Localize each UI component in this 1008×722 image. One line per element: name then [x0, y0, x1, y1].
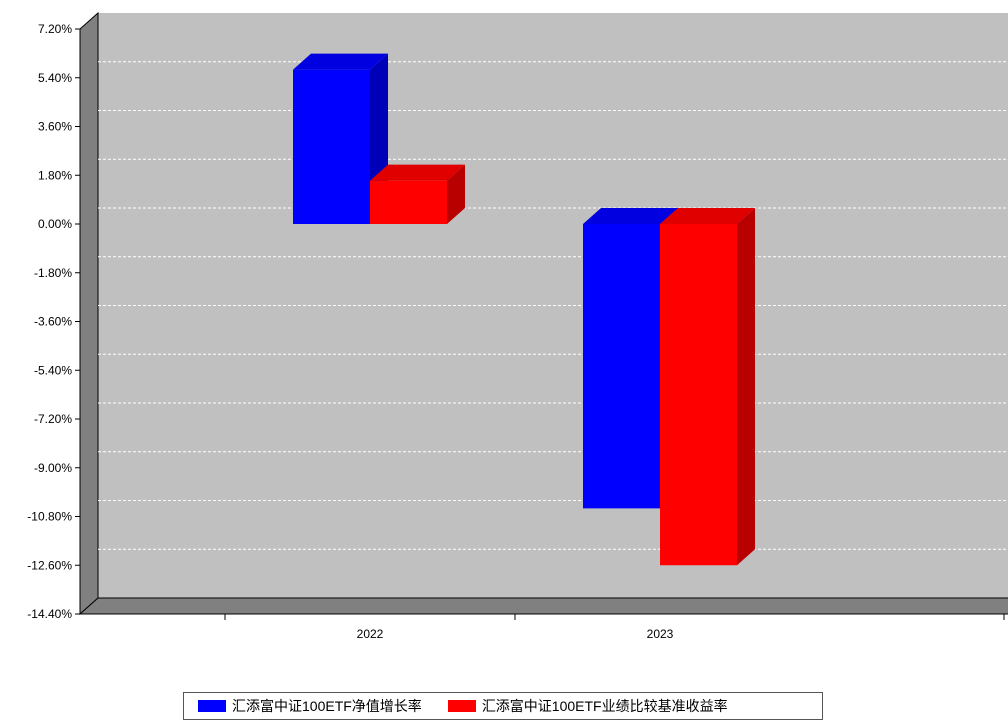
bar-front — [293, 69, 370, 224]
bar-front — [660, 224, 737, 566]
y-tick-label: -12.60% — [27, 558, 72, 572]
bar-front — [583, 224, 660, 509]
x-tick-label: 2022 — [357, 627, 384, 641]
bar-side — [737, 208, 755, 566]
legend: 汇添富中证100ETF净值增长率 汇添富中证100ETF业绩比较基准收益率 — [183, 692, 823, 720]
legend-item-benchmark: 汇添富中证100ETF业绩比较基准收益率 — [447, 696, 728, 716]
legend-swatch-benchmark — [447, 700, 476, 712]
y-tick-label: -14.40% — [27, 607, 72, 621]
y-tick-label: -3.60% — [34, 315, 72, 329]
plot-floor — [78, 597, 1008, 615]
bar — [370, 164, 465, 224]
bar-top — [370, 164, 465, 181]
bar-top — [293, 53, 388, 70]
legend-swatch-nav — [198, 700, 226, 712]
legend-label-nav: 汇添富中证100ETF净值增长率 — [232, 698, 422, 714]
y-tick-label: -7.20% — [34, 412, 72, 426]
y-tick-label: 0.00% — [38, 217, 72, 231]
y-tick-label: 7.20% — [38, 22, 72, 36]
y-tick-label: -5.40% — [34, 363, 72, 377]
legend-item-nav: 汇添富中证100ETF净值增长率 — [198, 696, 422, 716]
y-tick-label: 5.40% — [38, 71, 72, 85]
y-tick-label: -10.80% — [27, 510, 72, 524]
y-tick-label: 1.80% — [38, 168, 72, 182]
bar-top — [660, 208, 755, 224]
y-tick-label: -1.80% — [34, 266, 72, 280]
bar — [660, 208, 755, 566]
x-tick-label: 2023 — [647, 627, 674, 641]
y-tick-label: 3.60% — [38, 120, 72, 134]
y-tick-label: -9.00% — [34, 461, 72, 475]
bar-side — [447, 164, 465, 224]
plot-left-wall — [79, 11, 99, 616]
legend-label-benchmark: 汇添富中证100ETF业绩比较基准收益率 — [481, 698, 728, 714]
bar-top — [583, 208, 678, 224]
bar-front — [370, 180, 447, 224]
